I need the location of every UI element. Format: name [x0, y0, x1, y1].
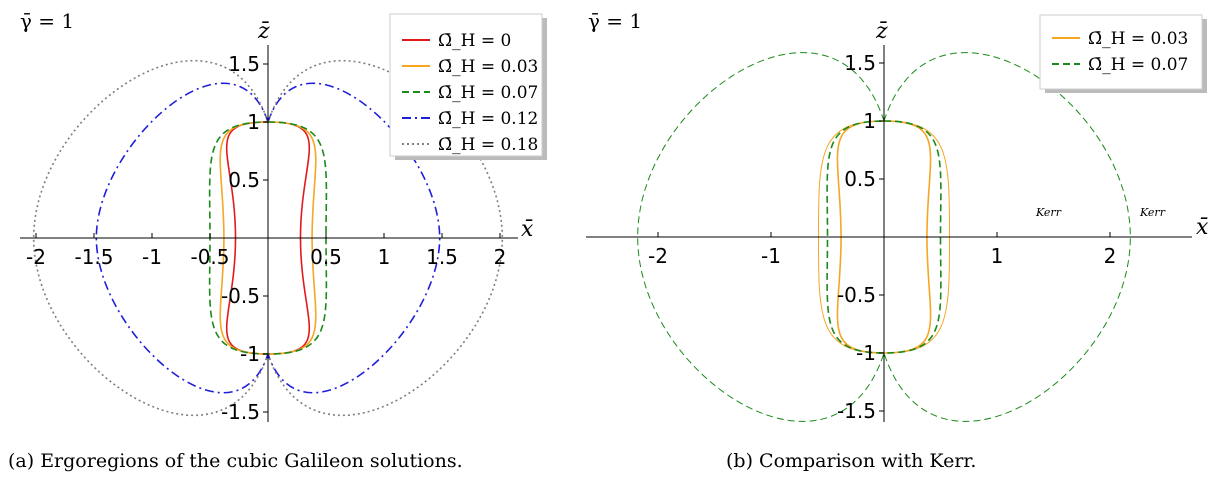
axes: -2 -1.5 -1 -0.5 0.5 1 1.5 2 -1.5 -1 -0.5 0.5 1 1.5 x̄ z…	[20, 19, 534, 424]
z-tick-label: 1	[247, 110, 260, 134]
ergoregion-curve	[637, 52, 1131, 422]
legend: Ω̄_H = 0 Ω̄_H = 0.03 Ω̄_H = 0.07 Ω̄_H = 0.1…	[389, 13, 547, 160]
x-tick-label: -1	[142, 245, 162, 269]
z-tick-label: 0.5	[844, 167, 876, 191]
legend-box	[389, 13, 543, 157]
x-tick-label: -2	[26, 245, 46, 269]
z-axis-label: z̄	[257, 19, 270, 44]
z-tick-label: 0.5	[228, 168, 260, 192]
x-tick-label: -0.5	[190, 245, 229, 269]
x-tick-label: 2	[494, 245, 507, 269]
x-tick-label: 1.5	[426, 245, 458, 269]
panel-a: γ̄ = 1 -2 -1.5 -1 -0.5 0.5 1 1.5 2 -1.5 -1 -0.5 0.5…	[8, 9, 547, 472]
z-tick-label: -1	[240, 342, 260, 366]
x-tick-label: -2	[648, 244, 668, 268]
x-tick-label: -1.5	[74, 245, 113, 269]
x-axis-label: x̄	[521, 217, 534, 242]
kerr-annotation: Kerr	[1035, 206, 1062, 219]
z-tick-label: -1.5	[837, 399, 876, 423]
x-tick-label: 1	[378, 245, 391, 269]
x-tick-label: 0.5	[310, 245, 342, 269]
legend-label: Ω̄_H = 0.07	[438, 83, 538, 103]
gamma-label: γ̄ = 1	[20, 9, 74, 33]
x-axis-label: x̄	[1196, 215, 1209, 240]
z-tick-label: -0.5	[837, 283, 876, 307]
legend-label: Ω̄_H = 0.03	[438, 57, 538, 77]
x-tick-label: 1	[991, 244, 1004, 268]
z-tick-label: -1	[856, 341, 876, 365]
axes: -2 -1 1 2 -1.5 -1 -0.5 0.5 1 1.5 x̄ z̄ Kerr Kerr	[586, 19, 1209, 423]
legend-label: Ω̄_H = 0.03	[1088, 29, 1188, 49]
ergoregion-curve	[95, 82, 441, 394]
legend-box	[1039, 14, 1203, 90]
caption: (b) Comparison with Kerr.	[726, 450, 976, 472]
z-tick-label: -0.5	[221, 284, 260, 308]
z-axis-label: z̄	[875, 19, 888, 44]
z-tick-label: 1.5	[844, 51, 876, 75]
legend-label: Ω̄_H = 0	[438, 31, 511, 51]
z-tick-label: 1	[863, 109, 876, 133]
z-tick-label: -1.5	[221, 400, 260, 424]
caption: (a) Ergoregions of the cubic Galileon so…	[8, 450, 463, 472]
legend-label: Ω̄_H = 0.18	[438, 135, 538, 155]
x-tick-label: -1	[761, 244, 781, 268]
kerr-annotation: Kerr	[1139, 206, 1166, 219]
gamma-label: γ̄ = 1	[588, 9, 642, 33]
panel-b: γ̄ = 1 -2 -1 1 2 -1.5 -1 -0.5 0.5 1 1.5 x̄ z̄ Kerr Ke…	[586, 9, 1209, 472]
legend: Ω̄_H = 0.03 Ω̄_H = 0.07	[1039, 14, 1207, 93]
z-tick-label: 1.5	[228, 52, 260, 76]
ergoregion-curve	[32, 59, 504, 417]
legend-label: Ω̄_H = 0.12	[438, 109, 538, 129]
x-tick-label: 2	[1104, 244, 1117, 268]
legend-label: Ω̄_H = 0.07	[1088, 55, 1188, 75]
ergoregion-curve	[826, 120, 942, 354]
